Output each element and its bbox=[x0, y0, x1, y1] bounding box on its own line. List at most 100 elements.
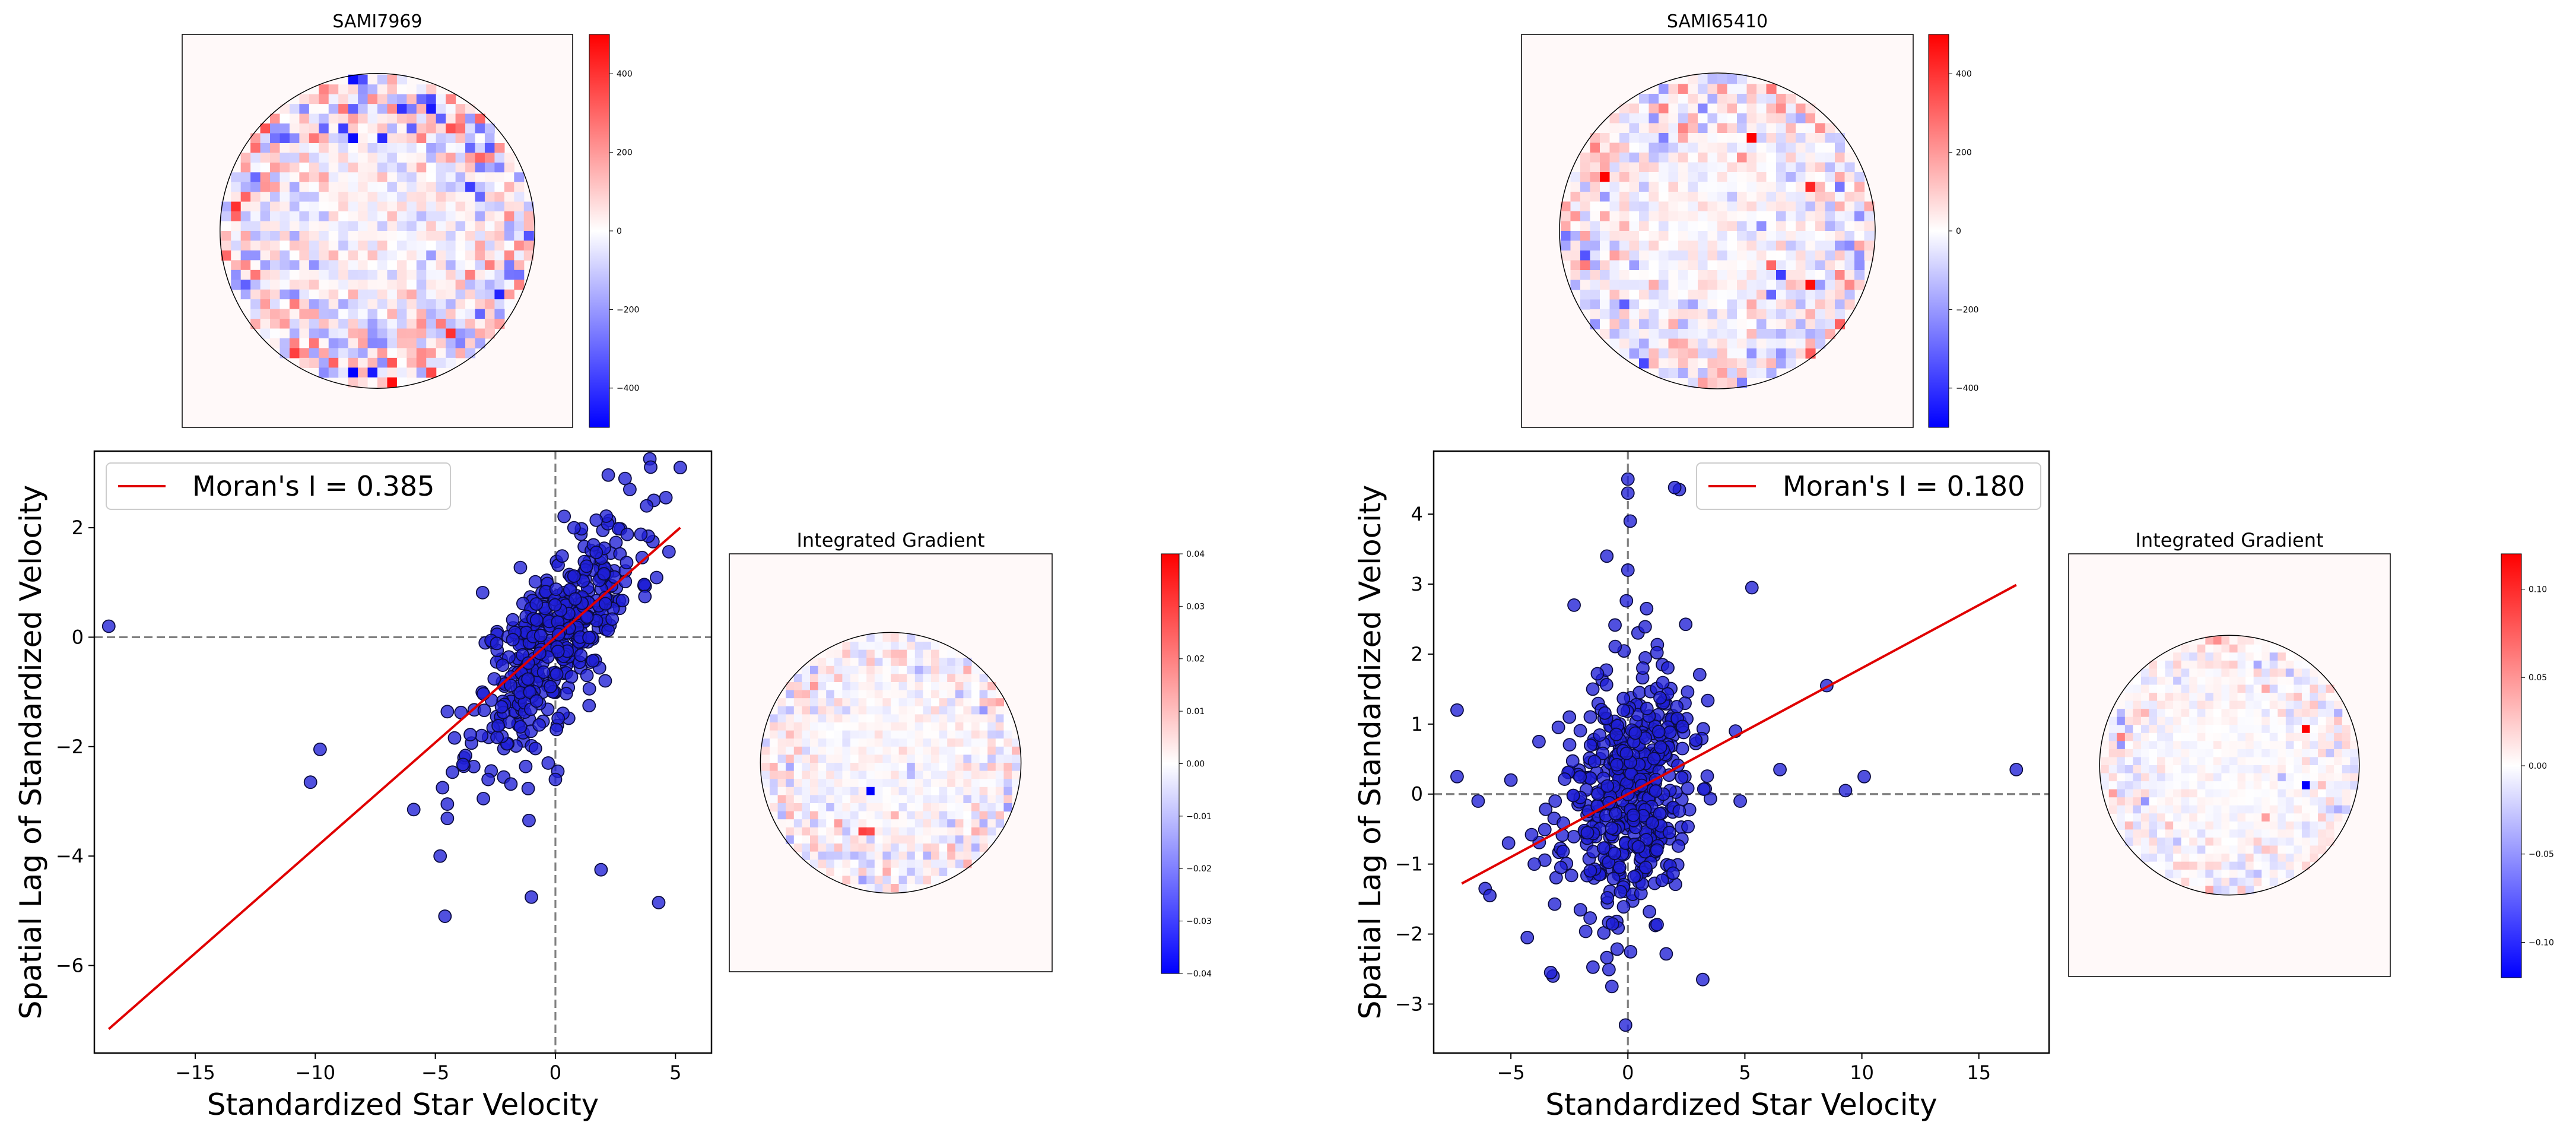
heatmap-cell bbox=[898, 835, 907, 844]
heatmap-cell bbox=[834, 787, 843, 795]
heatmap-cell bbox=[328, 162, 339, 173]
heatmap-cell bbox=[2205, 716, 2214, 725]
heatmap-cell bbox=[898, 706, 907, 715]
scatter-point bbox=[1564, 868, 1578, 883]
heatmap-cell bbox=[309, 328, 319, 339]
heatmap-cell bbox=[2334, 709, 2343, 718]
heatmap-cell bbox=[939, 827, 948, 836]
heatmap-cell bbox=[1678, 162, 1689, 173]
y-tick-label: 2 bbox=[72, 516, 84, 539]
heatmap-cell bbox=[923, 779, 932, 788]
heatmap-cell bbox=[1835, 309, 1846, 320]
heatmap-cell bbox=[1776, 211, 1787, 222]
heatmap-cell bbox=[2124, 829, 2133, 838]
colorbar-tick-label: 0.00 bbox=[1186, 759, 1205, 769]
heatmap-cell bbox=[1561, 231, 1571, 242]
heatmap-cell bbox=[1639, 182, 1650, 192]
heatmap-cell bbox=[299, 104, 310, 115]
heatmap-cell bbox=[1698, 74, 1708, 85]
heatmap-cell bbox=[1796, 211, 1806, 222]
heatmap-cell bbox=[2221, 733, 2230, 741]
heatmap-cell bbox=[850, 770, 859, 779]
heatmap-cell bbox=[2173, 700, 2182, 709]
heatmap-cell bbox=[891, 730, 900, 739]
heatmap-cell bbox=[1796, 329, 1806, 340]
heatmap-cell bbox=[1786, 231, 1796, 242]
heatmap-cell bbox=[939, 730, 948, 739]
heatmap-cell bbox=[2294, 765, 2302, 774]
heatmap-cell bbox=[358, 299, 369, 310]
heatmap-cell bbox=[2197, 757, 2206, 766]
heatmap-cell bbox=[1844, 290, 1855, 300]
heatmap-cell bbox=[793, 819, 802, 828]
heatmap-cell bbox=[2124, 693, 2133, 702]
heatmap-cell bbox=[834, 738, 843, 747]
heatmap-cell bbox=[2334, 773, 2343, 782]
heatmap-cell bbox=[416, 309, 427, 319]
colorbar-tick-label: −0.03 bbox=[1186, 917, 1212, 927]
scatter-point bbox=[1650, 646, 1664, 659]
scatter-point bbox=[1483, 889, 1497, 903]
heatmap-cell bbox=[446, 319, 456, 329]
heatmap-cell bbox=[1825, 280, 1835, 290]
heatmap-cell bbox=[1619, 309, 1630, 320]
heatmap-cell bbox=[367, 162, 378, 173]
heatmap-cell bbox=[891, 714, 900, 723]
heatmap-cell bbox=[898, 876, 907, 884]
heatmap-cell bbox=[826, 795, 835, 804]
heatmap-cell bbox=[971, 698, 980, 707]
heatmap-cell bbox=[436, 319, 446, 329]
heatmap-cell bbox=[319, 357, 329, 368]
heatmap-cell bbox=[866, 851, 875, 860]
heatmap-cell bbox=[1815, 319, 1826, 329]
heatmap-cell bbox=[1756, 260, 1767, 271]
heatmap-cell bbox=[387, 309, 398, 319]
heatmap-cell bbox=[328, 240, 339, 251]
heatmap-cell bbox=[2294, 813, 2302, 822]
heatmap-cell bbox=[475, 153, 485, 163]
heatmap-cell bbox=[1796, 103, 1806, 114]
heatmap-cell bbox=[2229, 773, 2238, 782]
heatmap-cell bbox=[1825, 153, 1835, 163]
heatmap-cell bbox=[2294, 693, 2302, 702]
heatmap-cell bbox=[1756, 338, 1767, 349]
heatmap-cell bbox=[2157, 845, 2166, 854]
heatmap-cell bbox=[2301, 813, 2311, 822]
heatmap-cell bbox=[2117, 716, 2126, 725]
heatmap-cell bbox=[299, 211, 310, 222]
heatmap-cell bbox=[1698, 338, 1708, 349]
heatmap-cell bbox=[1698, 103, 1708, 114]
heatmap-cell bbox=[818, 770, 827, 779]
heatmap-cell bbox=[2221, 845, 2230, 854]
heatmap-cell bbox=[514, 250, 525, 261]
heatmap-cell bbox=[2229, 870, 2238, 879]
heatmap-cell bbox=[387, 172, 398, 183]
heatmap-cell bbox=[2221, 660, 2230, 669]
scatter-point bbox=[1608, 639, 1622, 654]
regression-line bbox=[107, 527, 681, 1030]
heatmap-cell bbox=[786, 795, 795, 804]
heatmap-cell bbox=[1600, 309, 1611, 320]
scatter-point bbox=[1648, 784, 1663, 798]
heatmap-cell bbox=[1668, 338, 1679, 349]
heatmap-cell bbox=[426, 289, 437, 300]
heatmap-cell bbox=[348, 289, 358, 300]
heatmap-cell bbox=[2124, 813, 2133, 822]
heatmap-cell bbox=[995, 795, 1004, 804]
heatmap-cell bbox=[1805, 192, 1816, 202]
scatter-point bbox=[1679, 617, 1693, 632]
heatmap-cell bbox=[914, 746, 923, 755]
heatmap-cell bbox=[2157, 837, 2166, 846]
heatmap-cell bbox=[387, 367, 398, 378]
heatmap-cell bbox=[2149, 676, 2158, 686]
heatmap-cell bbox=[2285, 821, 2294, 830]
heatmap-cell bbox=[939, 682, 948, 691]
heatmap-cell bbox=[240, 240, 251, 251]
heatmap-cell bbox=[455, 113, 466, 124]
heatmap-cell bbox=[1659, 309, 1669, 320]
heatmap-cell bbox=[955, 779, 964, 788]
heatmap-cell bbox=[494, 309, 505, 319]
heatmap-cell bbox=[858, 867, 867, 876]
heatmap-cell bbox=[810, 746, 819, 755]
heatmap-cell bbox=[309, 348, 319, 359]
